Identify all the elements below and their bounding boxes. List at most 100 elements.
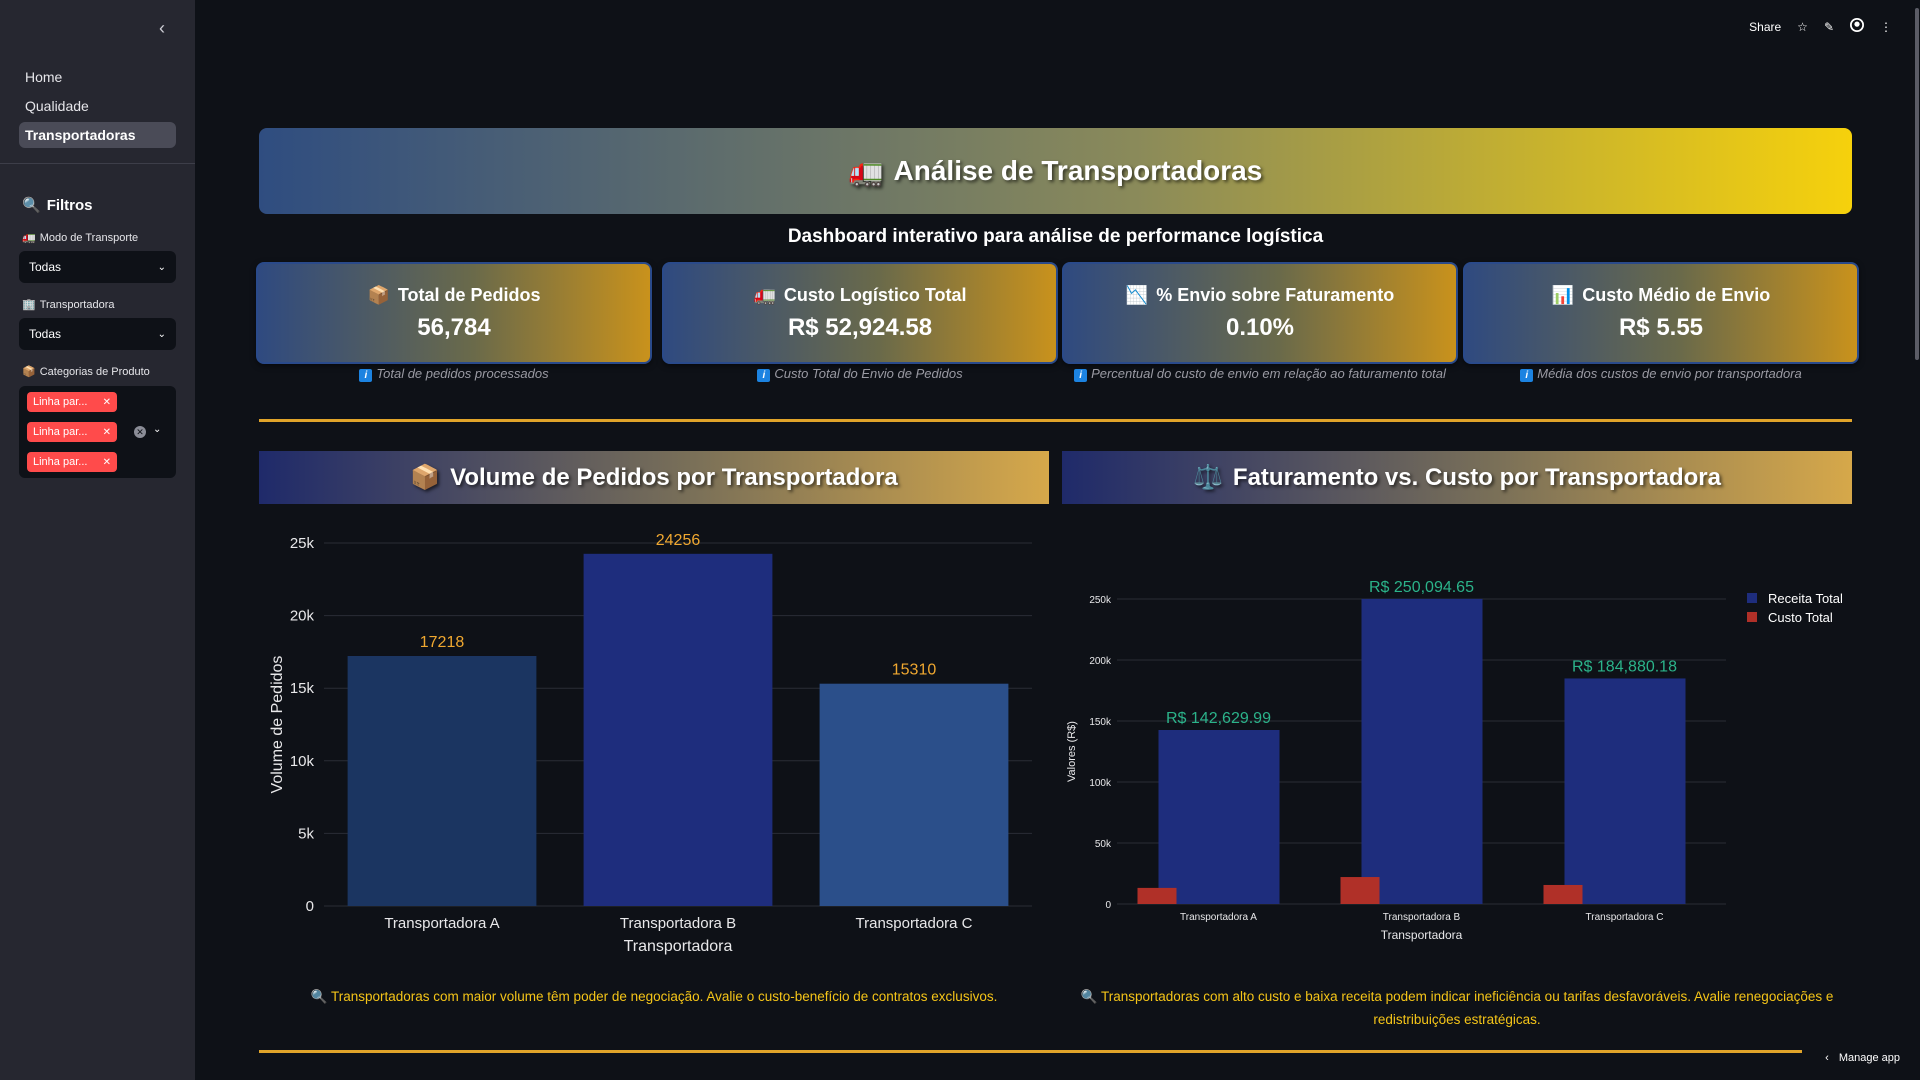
scroll-thumb[interactable] <box>1915 8 1919 360</box>
x-tick-label: Transportadora B <box>620 915 736 932</box>
revenue-bar <box>1564 678 1686 904</box>
x-tick-label: Transportadora C <box>1586 912 1664 923</box>
package-icon: 📦 <box>367 284 390 305</box>
kpi-card-total-orders: 📦 Total de Pedidos 56,784 <box>256 262 652 364</box>
more-menu-icon[interactable]: ⋮ <box>1880 19 1892 34</box>
revenue-cost-bar-chart: 0 50k 100k 150k 200k 250k R$ 142,629.99 Transpo… <box>1066 579 1843 942</box>
star-icon[interactable]: ☆ <box>1797 19 1808 34</box>
share-button[interactable]: Share <box>1749 19 1782 34</box>
chevron-down-icon[interactable]: ⌄ <box>153 424 162 435</box>
legend-swatch <box>1747 593 1757 603</box>
info-icon: i <box>1074 369 1088 382</box>
chart-down-icon: 📉 <box>1125 284 1149 305</box>
revenue-bar <box>1361 598 1483 904</box>
sidebar-item-home[interactable]: Home <box>25 69 63 85</box>
y-tick-label: 150k <box>1089 717 1112 728</box>
search-icon: 🔍 <box>22 197 41 214</box>
building-icon: 🏢 <box>22 299 36 311</box>
kpi-value: R$ 5.55 <box>1618 313 1704 341</box>
info-icon: i <box>359 369 373 382</box>
transport-mode-label: 🚛 Modo de Transporte <box>22 231 139 245</box>
bar <box>347 655 537 906</box>
package-icon: 📦 <box>410 464 441 491</box>
y-tick-label: 5k <box>298 825 314 842</box>
volume-insight: 🔍 Transportadoras com maior volume têm p… <box>310 989 998 1004</box>
package-icon: 📦 <box>22 366 36 378</box>
y-tick-label: 50k <box>1095 839 1112 850</box>
scale-icon: ⚖️ <box>1193 464 1223 491</box>
carrier-select[interactable]: Todas ⌄ <box>19 318 176 350</box>
y-tick-label: 0 <box>1105 900 1111 911</box>
clear-all-icon[interactable]: ✕ <box>134 426 146 438</box>
remove-tag-icon[interactable]: ✕ <box>102 396 111 408</box>
page-title: 🚛 Análise de Transportadoras <box>848 155 1263 187</box>
bar <box>583 553 773 906</box>
carrier-label: 🏢 Transportadora <box>22 298 115 312</box>
y-axis-label: Valores (R$) <box>1066 721 1078 782</box>
transport-mode-select[interactable]: Todas ⌄ <box>19 251 176 283</box>
data-label: R$ 184,880.18 <box>1572 658 1677 675</box>
remove-tag-icon[interactable]: ✕ <box>102 426 111 438</box>
kpi-card-avg-shipping: 📊 Custo Médio de Envio R$ 5.55 <box>1463 262 1859 364</box>
volume-bar-chart: 0 5k 10k 15k 20k 25k 17218 Transportadora A 2425… <box>269 532 1032 955</box>
sidebar-divider <box>0 163 195 164</box>
x-tick-label: Transportadora A <box>384 915 499 932</box>
chevron-down-icon: ⌄ <box>157 261 166 273</box>
bar-chart-icon: 📊 <box>1551 284 1575 305</box>
truck-icon: 🚛 <box>753 284 776 305</box>
truck-icon: 🚛 <box>22 232 36 244</box>
revenue-insight: 🔍 Transportadoras com alto custo e baixa… <box>1080 989 1834 1027</box>
page-header: 🚛 Análise de Transportadoras <box>259 128 1852 214</box>
y-tick-label: 100k <box>1089 778 1112 789</box>
info-icon: i <box>757 369 771 382</box>
cost-bar <box>1340 877 1380 904</box>
revenue-bar <box>1158 729 1280 904</box>
x-tick-label: Transportadora B <box>1383 912 1461 923</box>
edit-icon[interactable]: ✎ <box>1823 19 1834 34</box>
manage-app-button[interactable]: ‹ Manage app <box>1825 1052 1900 1064</box>
kpi-value: R$ 52,924.58 <box>787 313 933 341</box>
kpi-card-shipping-percent: 📉% Envio sobre Faturamento 0.10% <box>1062 262 1458 364</box>
category-tag[interactable]: Linha par... ✕ <box>27 452 117 472</box>
y-tick-label: 250k <box>1089 595 1112 606</box>
legend-label: Custo Total <box>1768 610 1833 625</box>
legend-swatch <box>1747 612 1757 622</box>
y-axis-label: Volume de Pedidos <box>269 656 286 794</box>
y-tick-label: 200k <box>1089 656 1112 667</box>
y-tick-label: 10k <box>290 753 315 770</box>
section-divider <box>259 419 1852 422</box>
kpi-note: i Total de pedidos processados <box>256 366 652 382</box>
x-axis-label: Transportadora <box>1381 928 1463 942</box>
data-label: R$ 250,094.65 <box>1369 579 1474 596</box>
data-label: 24256 <box>656 532 701 549</box>
sidebar-item-qualidade[interactable]: Qualidade <box>25 98 89 114</box>
legend-label: Receita Total <box>1768 591 1843 606</box>
scrollbar[interactable] <box>1914 0 1920 1080</box>
bar <box>819 683 1009 906</box>
truck-icon: 🚛 <box>848 155 884 187</box>
page-subtitle: Dashboard interativo para análise de per… <box>787 226 1324 247</box>
kpi-note: i Média dos custos de envio por transport… <box>1463 366 1859 382</box>
cost-bar <box>1137 887 1177 904</box>
info-icon: i <box>1520 369 1534 382</box>
categories-multiselect[interactable]: Linha par... ✕ Linha par... ✕ Linha par.… <box>19 386 176 478</box>
sidebar-item-transportadoras[interactable]: Transportadoras <box>19 122 176 148</box>
chevron-down-icon: ⌄ <box>157 328 166 340</box>
section-divider <box>259 1050 1802 1053</box>
category-tag[interactable]: Linha par... ✕ <box>27 422 117 442</box>
y-tick-label: 0 <box>306 898 314 915</box>
kpi-value: 56,784 <box>417 313 491 341</box>
remove-tag-icon[interactable]: ✕ <box>102 456 111 468</box>
data-label: 17218 <box>420 634 465 651</box>
category-tag[interactable]: Linha par... ✕ <box>27 392 117 412</box>
x-axis-label: Transportadora <box>624 938 733 955</box>
revenue-section-title: ⚖️ Faturamento vs. Custo por Transportad… <box>1062 451 1852 504</box>
kpi-note: i Custo Total do Envio de Pedidos <box>662 366 1058 382</box>
y-tick-label: 15k <box>290 680 315 697</box>
volume-section-title: 📦 Volume de Pedidos por Transportadora <box>259 451 1049 504</box>
x-tick-label: Transportadora A <box>1180 912 1257 923</box>
x-tick-label: Transportadora C <box>856 915 973 932</box>
collapse-sidebar-icon[interactable]: ‹ <box>159 18 165 38</box>
github-icon[interactable] <box>1850 18 1864 35</box>
y-tick-label: 25k <box>290 535 315 552</box>
